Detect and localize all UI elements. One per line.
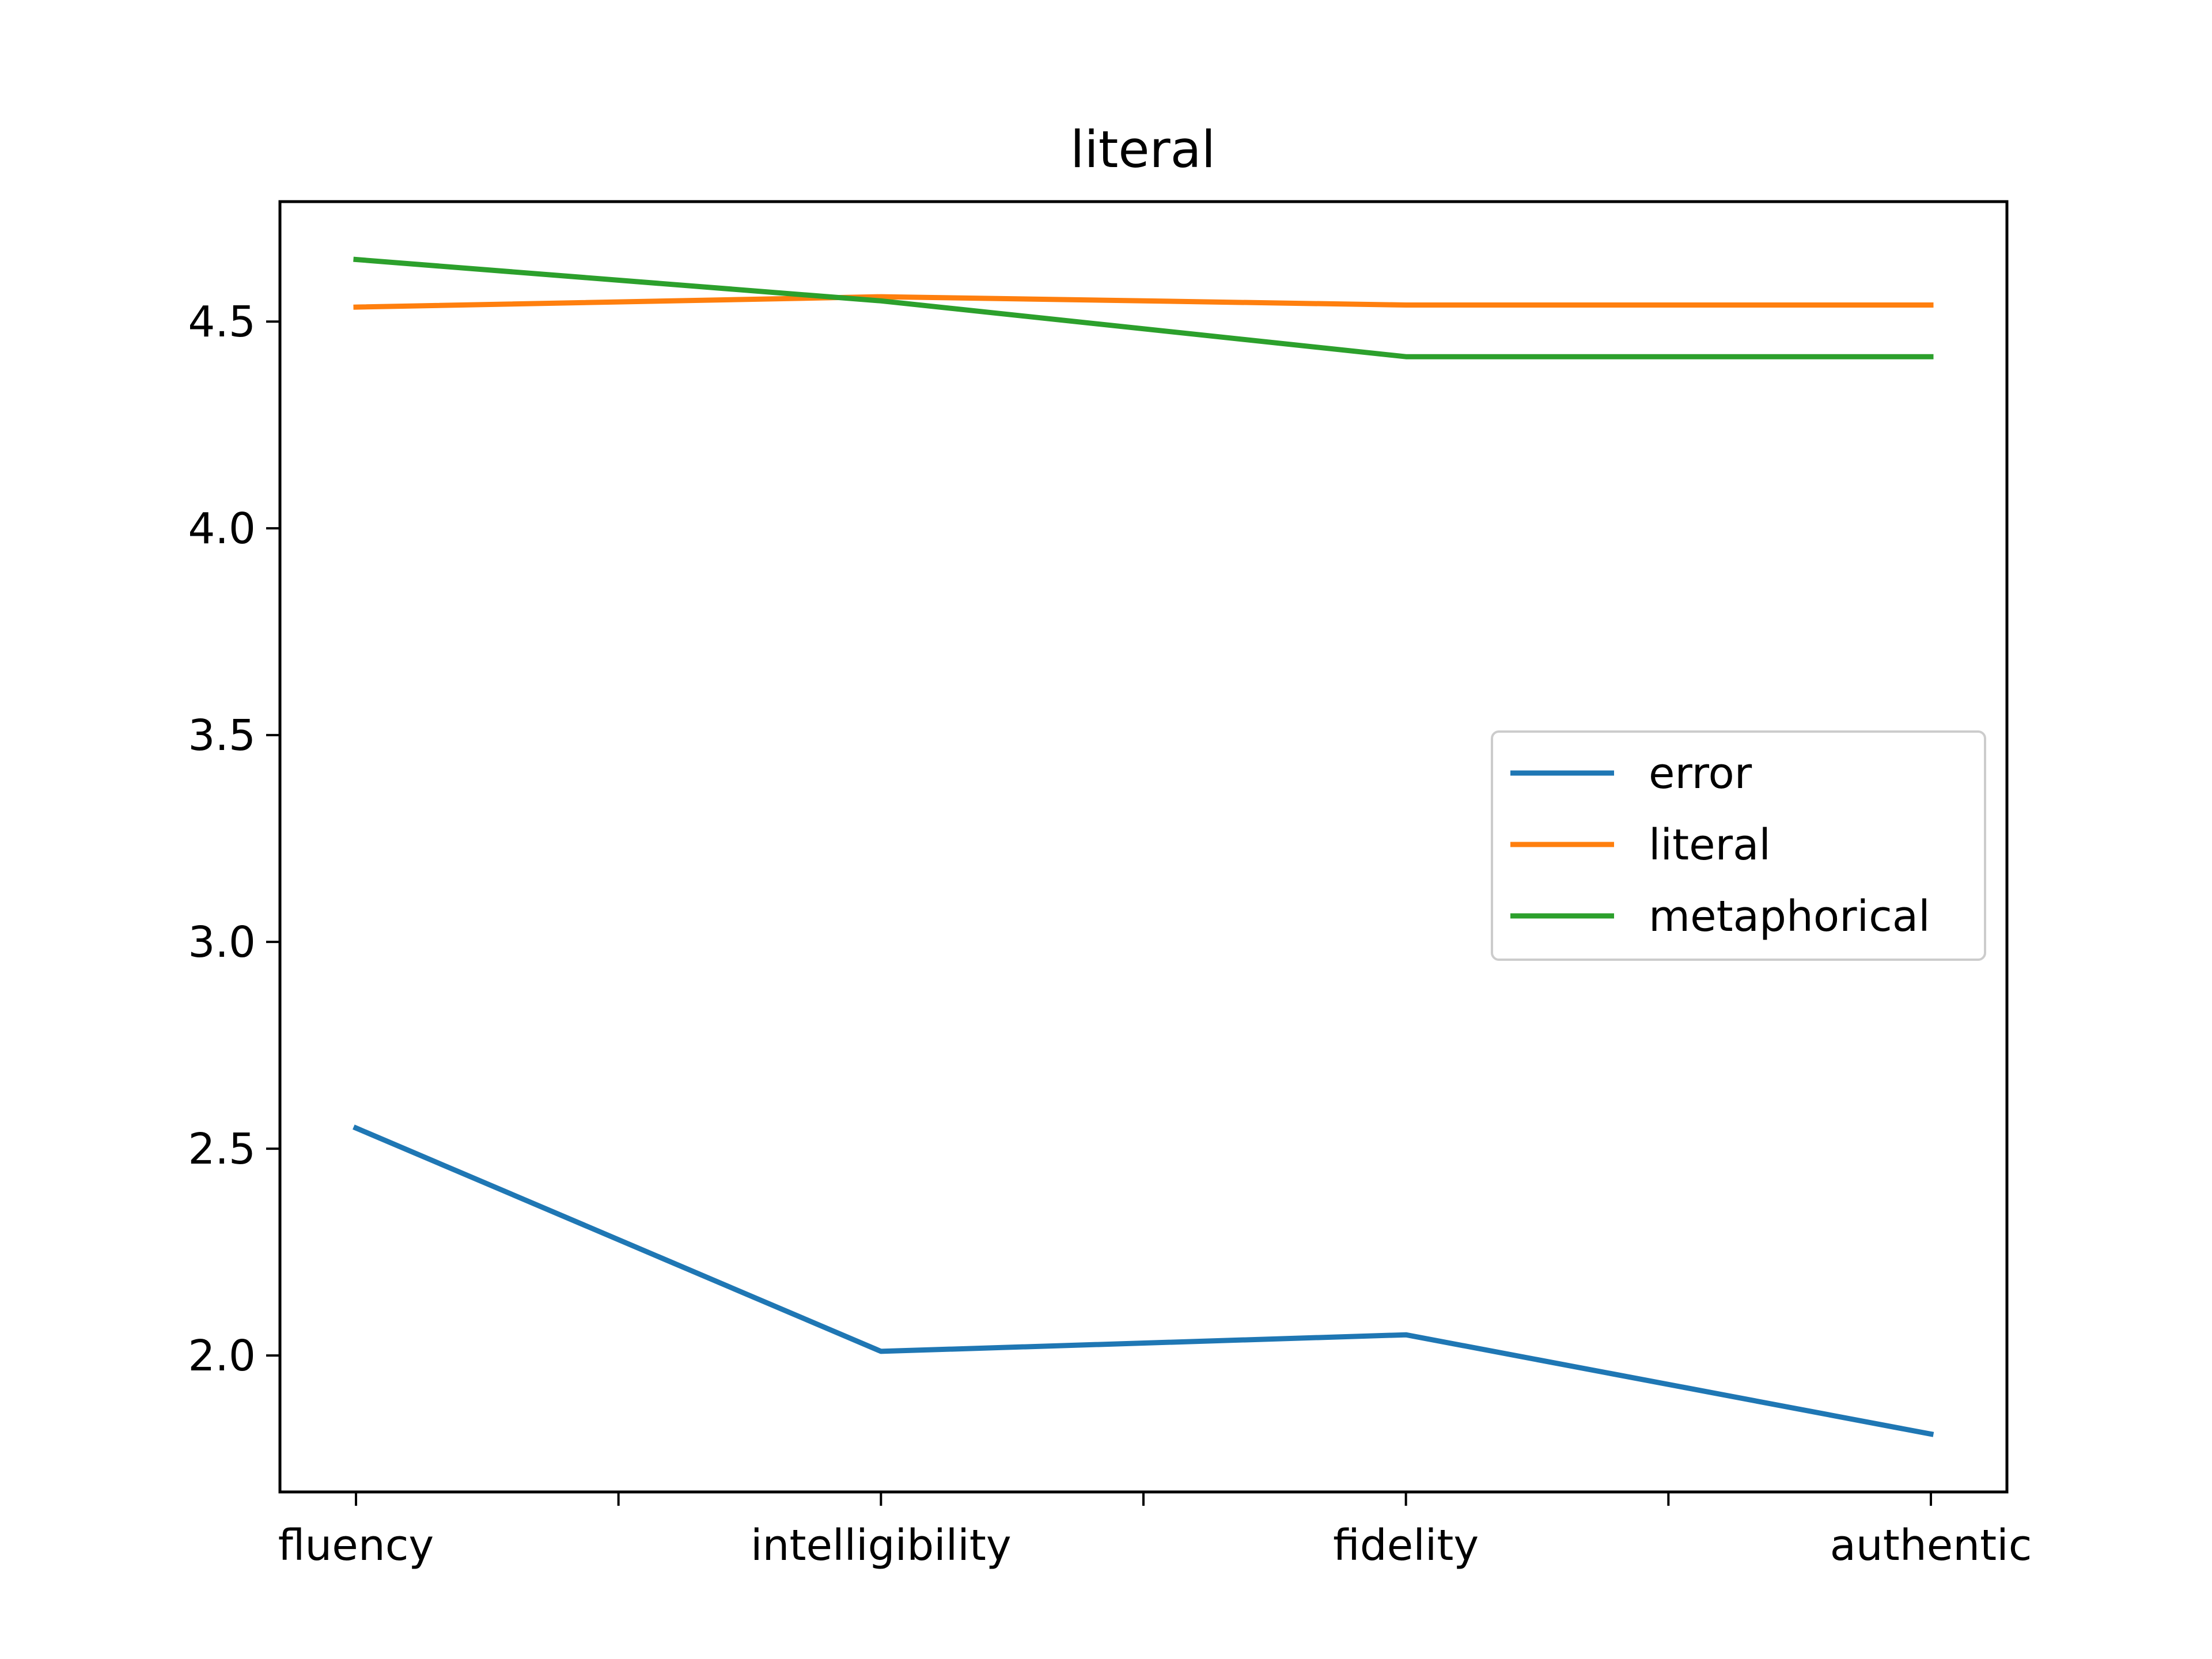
x-tick-label: fidelity <box>1333 1521 1479 1570</box>
y-tick-label: 4.5 <box>188 297 256 347</box>
series-line-literal <box>353 294 1934 310</box>
legend-label-literal: literal <box>1649 820 1771 870</box>
legend-label-error: error <box>1649 749 1752 798</box>
x-tick-label: fluency <box>278 1521 434 1570</box>
x-axis: fluency intelligibility fidelity authentic <box>278 1492 2032 1570</box>
series-line-metaphorical <box>353 256 1934 359</box>
x-tick-label: intelligibility <box>751 1521 1012 1570</box>
y-tick-label: 4.0 <box>188 504 256 554</box>
legend: error literal metaphorical <box>1491 730 1986 961</box>
series-layer <box>353 256 1934 1437</box>
y-tick-label: 2.0 <box>188 1331 256 1381</box>
y-tick-label: 2.5 <box>188 1124 256 1174</box>
y-axis: 2.0 2.5 3.0 3.5 4.0 4.5 <box>188 297 280 1381</box>
legend-box <box>1491 730 1986 961</box>
x-tick-label: authentic <box>1830 1521 2032 1570</box>
y-tick-label: 3.5 <box>188 711 256 760</box>
chart-title: literal <box>1070 120 1215 179</box>
legend-label-metaphorical: metaphorical <box>1649 892 1930 941</box>
series-line-error <box>353 1124 1934 1437</box>
y-tick-label: 3.0 <box>188 918 256 967</box>
